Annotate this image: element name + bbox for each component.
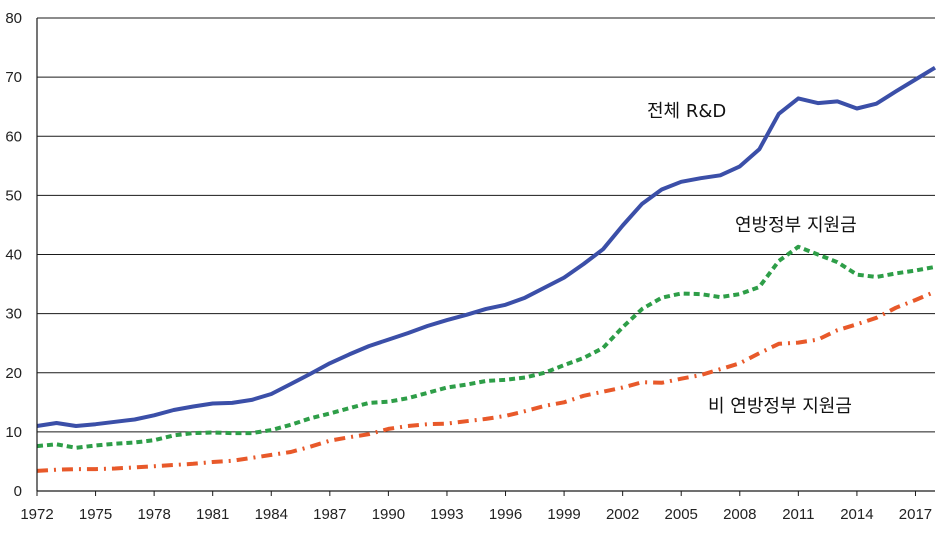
series-line-total-rd xyxy=(36,65,937,428)
x-tick-label: 1972 xyxy=(20,506,53,523)
x-tick-label: 1987 xyxy=(313,506,346,523)
y-tick-label: 80 xyxy=(5,10,22,27)
y-tick-label: 40 xyxy=(5,247,22,264)
y-tick-label: 60 xyxy=(5,128,22,145)
label-total-rd: 전체 R&D xyxy=(647,101,726,122)
x-tick-label: 1993 xyxy=(430,506,463,523)
series-line-nonfederal xyxy=(36,289,936,473)
x-tick-label: 2005 xyxy=(665,506,698,523)
y-tick-label: 0 xyxy=(14,483,22,500)
x-tick-label: 2011 xyxy=(782,506,814,523)
x-tick-label: 1990 xyxy=(372,506,405,523)
x-tick-label: 1999 xyxy=(547,506,580,523)
label-federal-funding: 연방정부 지원금 xyxy=(735,215,857,236)
x-tick-label: 2017 xyxy=(899,506,932,523)
axes xyxy=(36,18,935,492)
label-nonfederal-funding: 비 연방정부 지원금 xyxy=(708,396,852,417)
series-lines xyxy=(36,65,937,473)
y-tick-label: 30 xyxy=(5,306,22,323)
x-tick-label: 2014 xyxy=(840,506,873,523)
y-tick-label: 10 xyxy=(5,424,22,441)
y-tick-label: 50 xyxy=(5,187,22,204)
y-tick-label: 70 xyxy=(5,69,22,86)
y-tick-label: 20 xyxy=(5,365,22,382)
x-tick-label: 1984 xyxy=(255,506,288,523)
x-tick-label: 2008 xyxy=(723,506,756,523)
gridlines xyxy=(37,17,935,433)
x-tick-label: 1978 xyxy=(137,506,170,523)
y-axis-ticks: 0 10 20 30 40 50 60 70 80 xyxy=(5,10,22,500)
x-tick-label: 1996 xyxy=(489,506,522,523)
x-tick-label: 1981 xyxy=(196,506,229,523)
x-tick-label: 1975 xyxy=(79,506,112,523)
series-line-federal xyxy=(36,244,936,450)
x-tick-label: 2002 xyxy=(606,506,639,523)
x-axis-ticks: 1972 1975 1978 1981 1984 1987 1990 1993 1996 1999… xyxy=(20,491,932,523)
